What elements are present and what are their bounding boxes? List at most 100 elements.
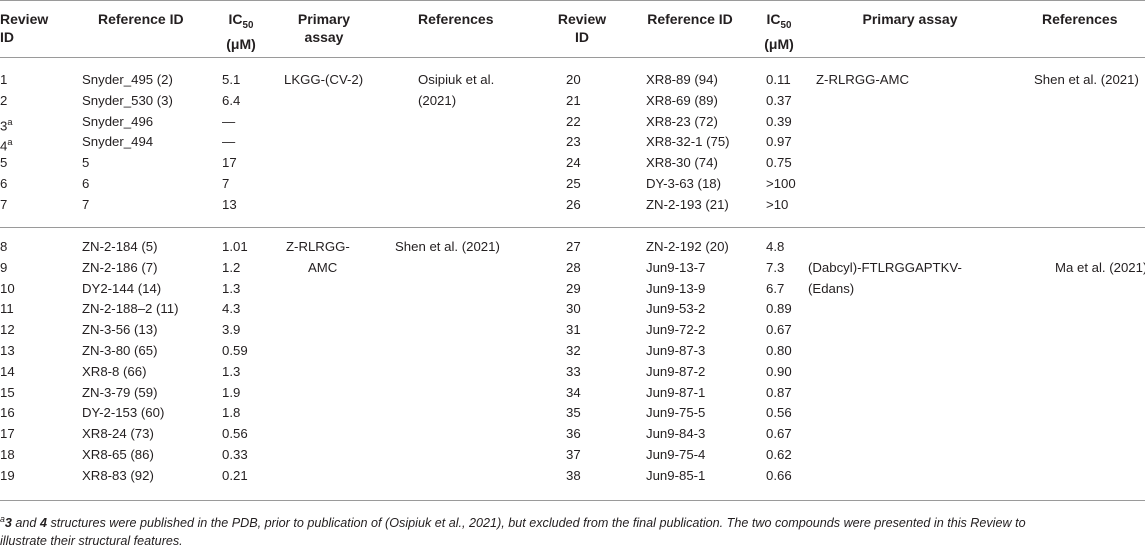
reference-id-cell: 5 bbox=[82, 155, 90, 171]
header-rule bbox=[0, 57, 1145, 58]
reference-id-cell: Jun9-13-9 bbox=[646, 280, 706, 296]
ic50-cell: 0.39 bbox=[766, 113, 792, 129]
reference-ma: Ma et al. (2021) bbox=[1055, 259, 1145, 275]
ic50-cell: 0.97 bbox=[766, 134, 792, 150]
review-id-value: 9 bbox=[0, 259, 8, 275]
review-id-value: 18 bbox=[0, 447, 15, 462]
reference-id-cell: DY2-144 (14) bbox=[82, 280, 162, 296]
review-id-value: 17 bbox=[0, 426, 15, 442]
reference-id-cell: XR8-8 (66) bbox=[82, 363, 147, 379]
review-id-value: 12 bbox=[0, 322, 15, 338]
review-id-cell: 10 bbox=[0, 279, 15, 300]
review-id-cell: 6 bbox=[0, 174, 7, 195]
reference-id-cell: DY-2-153 (60) bbox=[82, 405, 165, 421]
footnote: a3 and 4 structures were published in th… bbox=[0, 514, 1026, 549]
ic50-cell: 7 bbox=[222, 176, 230, 191]
reference-id-cell: Jun9-87-3 bbox=[646, 343, 706, 358]
review-id-value: 11 bbox=[0, 301, 14, 317]
reference-id-cell: Jun9-75-4 bbox=[646, 447, 706, 462]
reference-shen-right: Shen et al. (2021) bbox=[1034, 72, 1139, 87]
reference-id-cell: Jun9-87-2 bbox=[646, 363, 706, 379]
ic50-cell: 4.3 bbox=[222, 301, 241, 317]
reference-id-cell: XR8-23 (72) bbox=[646, 113, 718, 129]
ic50-cell: 7.3 bbox=[766, 259, 785, 275]
review-id-value: 24 bbox=[566, 155, 581, 171]
ic50-cell: 0.33 bbox=[222, 447, 248, 462]
review-id-cell: 2 bbox=[0, 91, 7, 112]
review-id-value: 35 bbox=[566, 405, 581, 421]
ic50-cell: 5.1 bbox=[222, 72, 241, 87]
review-id-cell: 23 bbox=[566, 132, 581, 153]
review-id-cell: 19 bbox=[0, 466, 15, 487]
reference-id-cell: ZN-2-192 (20) bbox=[646, 239, 729, 254]
ic50-cell: 4.8 bbox=[766, 239, 785, 254]
reference-id-cell: Jun9-87-1 bbox=[646, 384, 706, 400]
review-id-cell: 13 bbox=[0, 341, 15, 362]
review-id-value: 26 bbox=[566, 196, 581, 212]
review-id-value: 13 bbox=[0, 343, 15, 358]
reference-id-cell: XR8-89 (94) bbox=[646, 72, 718, 87]
reference-id-cell: ZN-2-188–2 (11) bbox=[82, 301, 179, 317]
review-id-cell: 18 bbox=[0, 445, 15, 466]
ic50-cell: 1.01 bbox=[222, 239, 248, 254]
reference-id-cell: Jun9-13-7 bbox=[646, 259, 706, 275]
header-ic50-right: IC50 (μM) bbox=[764, 11, 794, 52]
ic50-cell: 0.37 bbox=[766, 92, 792, 108]
assay-dabcyl-line1: (Dabcyl)-FTLRGGAPTKV- bbox=[808, 259, 962, 275]
review-id-cell: 24 bbox=[566, 153, 581, 174]
header-reference-id-left: Reference ID bbox=[98, 11, 184, 27]
review-id-value: 28 bbox=[566, 259, 581, 275]
reference-id-cell: XR8-24 (73) bbox=[82, 426, 154, 442]
reference-shen-left: Shen et al. (2021) bbox=[395, 239, 500, 254]
reference-id-cell: XR8-30 (74) bbox=[646, 155, 718, 171]
reference-id-cell: ZN-3-79 (59) bbox=[82, 384, 158, 400]
review-id-cell: 35 bbox=[566, 403, 581, 424]
footnote-marker: a bbox=[7, 116, 13, 127]
review-id-value: 22 bbox=[566, 113, 581, 129]
review-id-value: 25 bbox=[566, 176, 581, 191]
ic50-cell: 6.4 bbox=[222, 92, 241, 108]
review-id-cell: 25 bbox=[566, 174, 581, 195]
ic50-cell: 1.8 bbox=[222, 405, 241, 421]
header-primary-assay-left: Primary assay bbox=[297, 11, 351, 45]
footnote-marker: a bbox=[7, 137, 13, 148]
assay-zrlrgg-line1: Z-RLRGG- bbox=[286, 239, 350, 254]
reference-id-cell: ZN-2-193 (21) bbox=[646, 196, 729, 212]
ic50-cell: 0.67 bbox=[766, 426, 792, 442]
reference-id-cell: Jun9-53-2 bbox=[646, 301, 706, 317]
review-id-cell: 14 bbox=[0, 362, 15, 383]
header-references-right: References bbox=[1042, 11, 1118, 27]
ic50-cell: 0.66 bbox=[766, 467, 792, 483]
reference-id-cell: Jun9-84-3 bbox=[646, 426, 706, 442]
ic50-cell: >10 bbox=[766, 196, 789, 212]
review-id-value: 38 bbox=[566, 467, 581, 483]
reference-id-cell: ZN-3-80 (65) bbox=[82, 343, 158, 358]
ic50-cell: 0.62 bbox=[766, 447, 792, 462]
header-ic50-left: IC50 (μM) bbox=[226, 11, 256, 52]
header-review-id-right: Review ID bbox=[557, 11, 607, 45]
review-id-value: 20 bbox=[566, 72, 581, 87]
header-reference-id-right: Reference ID bbox=[647, 11, 733, 27]
review-id-cell: 3a bbox=[0, 112, 12, 137]
assay-dabcyl-line2: (Edans) bbox=[808, 280, 855, 296]
review-id-cell: 22 bbox=[566, 112, 581, 133]
ic50-cell: 1.3 bbox=[222, 363, 241, 379]
review-id-value: 6 bbox=[0, 176, 8, 191]
reference-id-cell: Jun9-72-2 bbox=[646, 322, 706, 338]
review-id-cell: 27 bbox=[566, 237, 581, 258]
group-rule bbox=[0, 227, 1145, 228]
review-id-value: 8 bbox=[0, 239, 8, 254]
ic50-cell: 0.87 bbox=[766, 384, 792, 400]
review-id-cell: 15 bbox=[0, 383, 15, 404]
reference-id-cell: XR8-83 (92) bbox=[82, 467, 154, 483]
review-id-value: 1 bbox=[0, 72, 8, 87]
assay-zrlrgg-amc: Z-RLRGG-AMC bbox=[816, 72, 910, 87]
review-id-value: 16 bbox=[0, 405, 15, 421]
review-id-cell: 31 bbox=[566, 320, 581, 341]
review-id-value: 10 bbox=[0, 280, 15, 296]
ic50-cell: 0.11 bbox=[766, 72, 791, 87]
review-id-cell: 5 bbox=[0, 153, 7, 174]
review-id-cell: 37 bbox=[566, 445, 581, 466]
ic50-cell: 0.56 bbox=[222, 426, 248, 442]
